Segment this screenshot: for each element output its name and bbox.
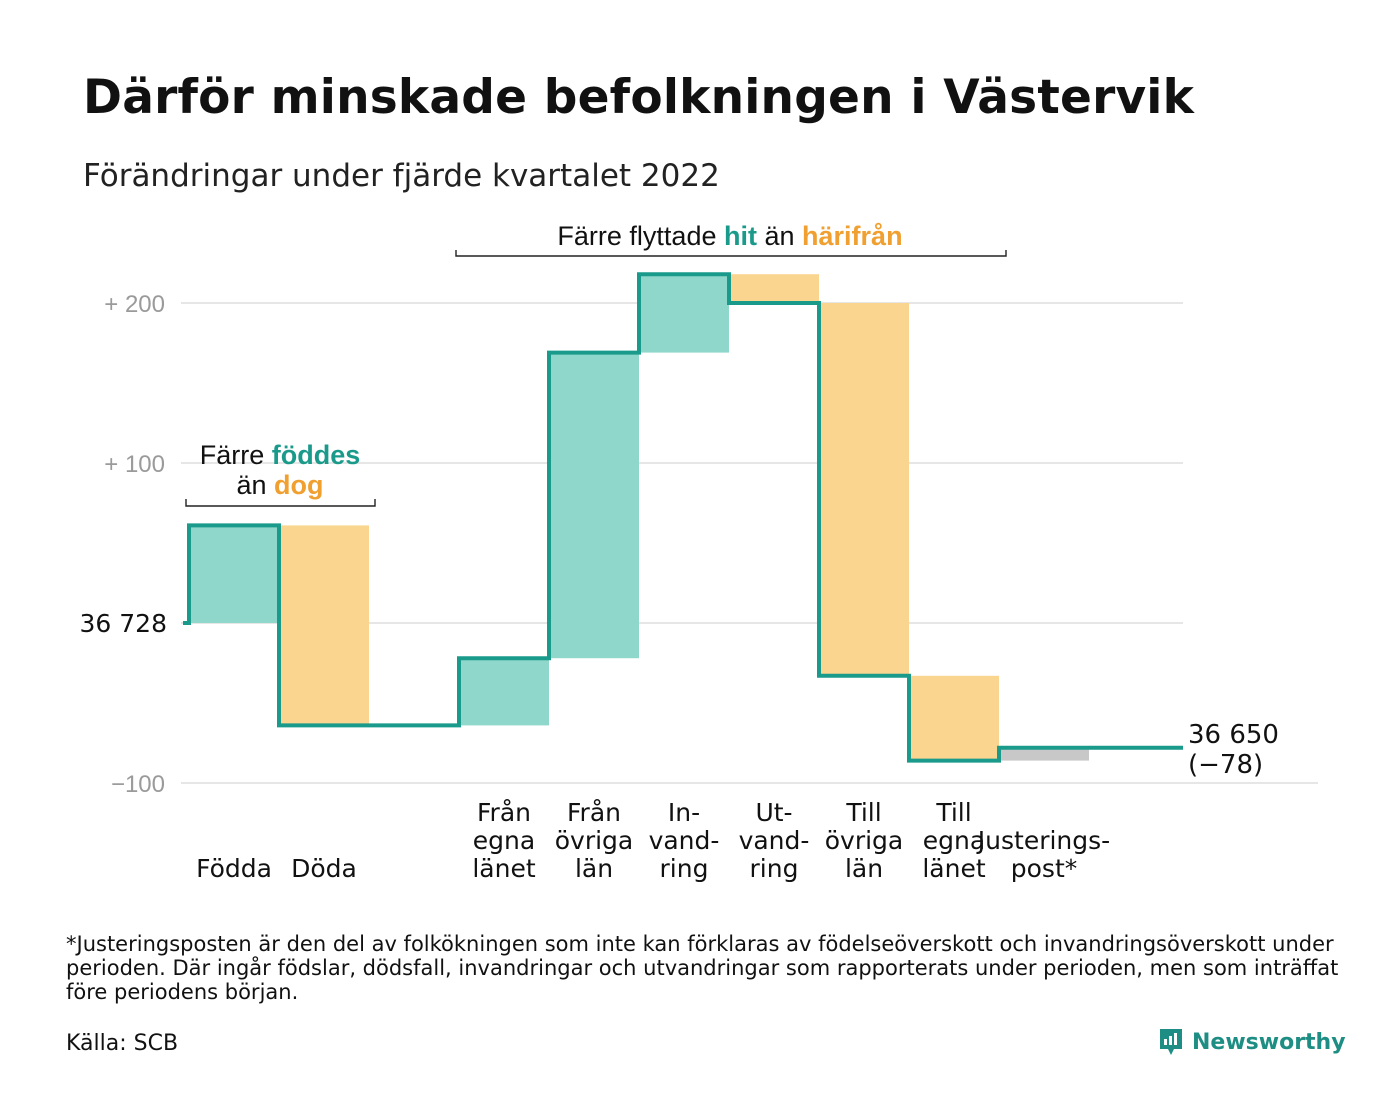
category-label-till_ovriga_lan: Till xyxy=(845,798,881,827)
newsworthy-logo: Newsworthy xyxy=(1158,1027,1346,1057)
category-label-invandring: vand- xyxy=(649,826,720,855)
births-bracket xyxy=(185,499,376,507)
bar-fodda xyxy=(189,525,279,623)
chart-title: Därför minskade befolkningen i Västervik xyxy=(83,70,1195,125)
bar-doda xyxy=(279,525,369,726)
bar-fran_ovriga_lan xyxy=(549,352,639,659)
bar-justeringspost xyxy=(999,747,1089,761)
bar-till_ovriga_lan xyxy=(819,303,909,676)
y-tick-label: −100 xyxy=(111,771,165,798)
category-label-justeringspost: Justerings- xyxy=(976,826,1110,855)
category-label-fodda: Födda xyxy=(196,854,272,883)
y-tick-label: + 200 xyxy=(104,291,165,318)
category-label-justeringspost: post* xyxy=(1011,854,1078,883)
category-label-fran_egna_lanet: Från xyxy=(477,798,531,827)
chart-subtitle: Förändringar under fjärde kvartalet 2022 xyxy=(83,158,720,194)
category-label-fran_ovriga_lan: Från xyxy=(567,798,621,827)
births-annotation-line2: än dog xyxy=(236,470,323,500)
start-value-label: 36 728 xyxy=(80,609,167,638)
bar-fran_egna_lanet xyxy=(459,658,549,726)
category-label-till_egna_lanet: länet xyxy=(922,854,985,883)
category-label-fran_egna_lanet: länet xyxy=(472,854,535,883)
bar-till_egna_lanet xyxy=(909,675,999,761)
running-total-line xyxy=(183,272,1183,763)
category-label-utvandring: ring xyxy=(750,854,799,883)
end-change-label: (−78) xyxy=(1188,750,1263,780)
births-annotation-line1: Färre föddes xyxy=(200,440,361,470)
y-tick-label: + 100 xyxy=(104,451,165,478)
category-label-invandring: ring xyxy=(660,854,709,883)
category-label-till_ovriga_lan: övriga xyxy=(825,826,904,855)
source: Källa: SCB xyxy=(66,1031,179,1056)
bar-invandring xyxy=(639,274,729,353)
logo-text: Newsworthy xyxy=(1192,1029,1346,1055)
migration-bracket xyxy=(455,250,1007,257)
category-label-doda: Döda xyxy=(291,854,357,883)
bar-utvandring xyxy=(729,274,819,303)
category-label-fran_egna_lanet: egna xyxy=(473,826,535,855)
newsworthy-logo-icon xyxy=(1160,1029,1182,1055)
migration-annotation: Färre flyttade hit än härifrån xyxy=(557,221,902,251)
category-label-fran_ovriga_lan: övriga xyxy=(555,826,634,855)
category-label-till_egna_lanet: egna xyxy=(923,826,985,855)
category-label-till_ovriga_lan: län xyxy=(845,854,883,883)
category-label-invandring: In- xyxy=(668,798,700,827)
category-label-utvandring: Ut- xyxy=(755,798,792,827)
end-value-label: 36 650 xyxy=(1188,720,1279,750)
category-label-till_egna_lanet: Till xyxy=(935,798,971,827)
category-label-fran_ovriga_lan: län xyxy=(575,854,613,883)
category-label-utvandring: vand- xyxy=(739,826,810,855)
footnote: *Justeringsposten är den del av folkökni… xyxy=(66,932,1339,1004)
